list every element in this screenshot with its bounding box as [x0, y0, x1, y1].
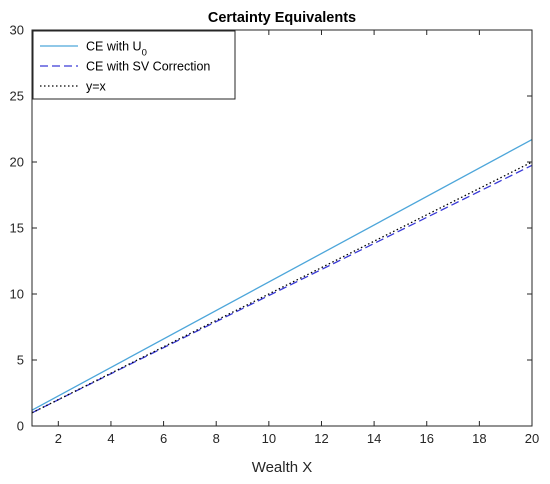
x-tick-label: 2 — [55, 431, 62, 446]
x-tick-label: 16 — [420, 431, 434, 446]
axes: 2 4 6 8 10 12 14 16 18 20 0 5 10 15 20 25 30 — [10, 23, 540, 447]
y-tick-label: 20 — [10, 155, 24, 170]
y-tick-label: 30 — [10, 23, 24, 38]
x-tick-label: 8 — [213, 431, 220, 446]
y-tick-label: 0 — [17, 419, 24, 434]
x-tick-label: 12 — [314, 431, 328, 446]
y-tick-label: 15 — [10, 221, 24, 236]
y-tick-label: 25 — [10, 89, 24, 104]
legend-label-2: CE with SV Correction — [86, 60, 210, 74]
x-tick-label: 4 — [107, 431, 114, 446]
legend-label-3: y=x — [86, 80, 107, 94]
x-tick-label: 6 — [160, 431, 167, 446]
series-lines — [31, 138, 533, 414]
x-tick-label: 20 — [525, 431, 539, 446]
series-line-3 — [31, 161, 533, 414]
y-tick-label: 5 — [17, 353, 24, 368]
x-tick-label: 18 — [472, 431, 486, 446]
legend-box — [32, 30, 236, 100]
series-line-2 — [31, 164, 533, 414]
x-tick-label: 10 — [262, 431, 276, 446]
chart-title: Certainty Equivalents — [208, 10, 356, 26]
x-axis-label: Wealth X — [252, 459, 313, 476]
x-tick-label: 14 — [367, 431, 381, 446]
y-tick-label: 10 — [10, 287, 24, 302]
series-line-1 — [31, 138, 533, 411]
